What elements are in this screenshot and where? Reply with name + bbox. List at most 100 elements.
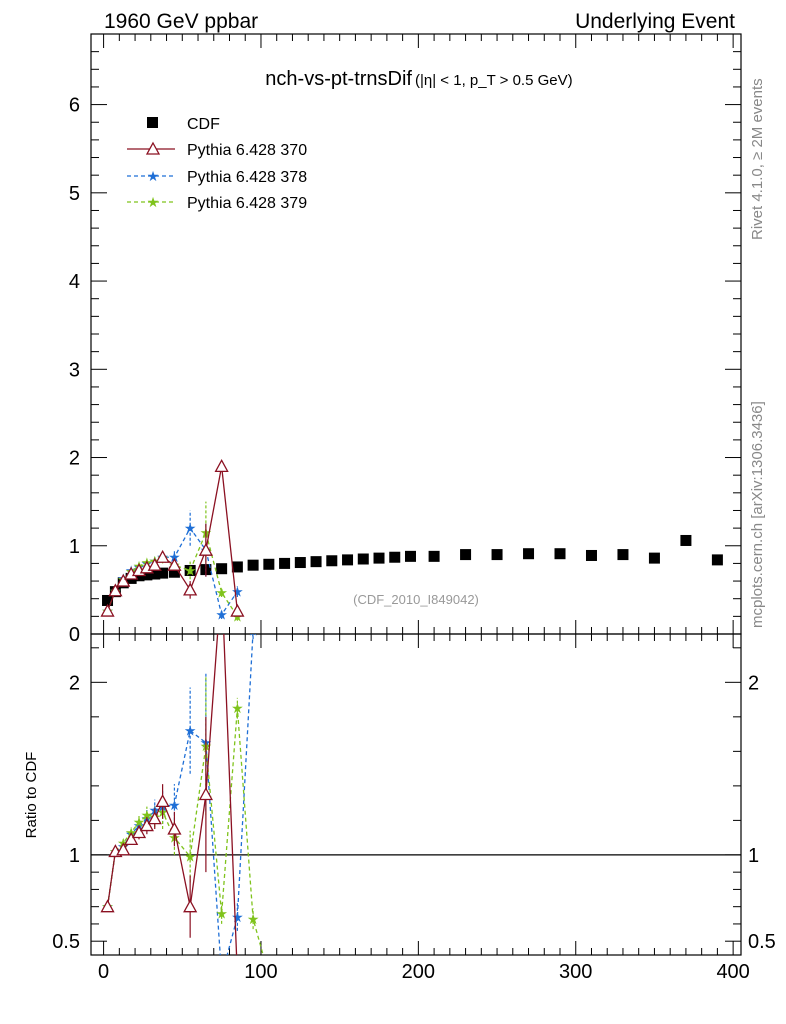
cdf-point [294, 557, 306, 569]
point-main-370 [183, 582, 198, 596]
main-y-tick-label: 5 [69, 183, 80, 205]
point-main-370 [167, 557, 182, 571]
ratio-panel-data: ★★★★★★★★★★★★★★★★★★★★★★★★★★★★★ [100, 624, 264, 985]
point-main-379: ★ [184, 563, 197, 579]
cdf-point [168, 566, 180, 578]
point-ratio-378: ★ [215, 969, 228, 985]
main-y-tick-label: 2 [69, 448, 80, 470]
cdf-point [711, 554, 723, 566]
ratio-y-tick-label: 2 [69, 672, 80, 694]
x-tick-label: 100 [244, 961, 277, 983]
point-main-370 [155, 549, 170, 563]
cdf-point [184, 564, 196, 576]
legend-marker-cdf [147, 117, 158, 128]
cdf-point [342, 554, 354, 566]
point-ratio-378: ★ [168, 798, 181, 814]
point-main-370 [214, 458, 229, 473]
point-main-370 [108, 583, 123, 597]
legend-marker-379: ★ [147, 195, 160, 211]
cdf-point [102, 594, 114, 606]
main-y-tick-label: 0 [69, 624, 80, 646]
point-ratio-370 [231, 970, 243, 981]
point-main-370 [147, 557, 162, 571]
cdf-point [310, 556, 322, 568]
cdf-point [149, 568, 161, 580]
point-ratio-370 [131, 825, 147, 839]
point-ratio-370 [155, 794, 170, 808]
main-y-tick-label: 3 [69, 359, 80, 381]
cdf-point [373, 552, 385, 564]
chart-title: nch-vs-pt-trnsDif [265, 68, 412, 90]
cdf-point [523, 548, 535, 560]
point-ratio-370 [198, 787, 213, 801]
point-ratio-379: ★ [215, 907, 228, 923]
cdf-point [648, 552, 660, 564]
point-main-379: ★ [215, 586, 228, 602]
point-ratio-370 [100, 899, 115, 913]
point-ratio-379: ★ [247, 912, 260, 928]
data-layer: ★★★★★★★★★★★★★★★★★★★★★★★★★★★★★★★★★★★★★★★★… [100, 458, 723, 985]
ratio-y-tick-label-right: 1 [748, 845, 759, 867]
ratio-ylabel: Ratio to CDF [23, 752, 40, 839]
ratio-y-tick-label: 0.5 [52, 931, 80, 953]
main-y-tick-label: 4 [69, 271, 80, 293]
cdf-point [231, 561, 243, 573]
point-ratio-370 [116, 842, 131, 856]
point-main-378: ★ [231, 585, 244, 601]
x-tick-label: 300 [559, 961, 592, 983]
analysis-watermark: (CDF_2010_I849042) [353, 592, 479, 607]
x-tick-label: 0 [98, 961, 109, 983]
cdf-point [326, 555, 338, 567]
main-y-tick-label: 1 [69, 536, 80, 558]
ratio-y-tick-label-right: 2 [748, 672, 759, 694]
cdf-point [216, 563, 228, 575]
point-ratio-370 [167, 821, 182, 835]
cdf-point [680, 534, 692, 546]
header-right: Underlying Event [575, 10, 735, 33]
point-main-370 [100, 603, 115, 617]
cdf-point [141, 569, 153, 581]
legend-label-379: Pythia 6.428 379 [187, 195, 307, 212]
x-tick-label: 200 [402, 961, 435, 983]
point-main-378: ★ [215, 608, 228, 624]
point-ratio-370 [147, 811, 162, 825]
legend-label-370: Pythia 6.428 370 [187, 142, 307, 159]
point-ratio-370 [139, 818, 154, 832]
point-ratio-378: ★ [231, 910, 244, 926]
point-ratio-379: ★ [184, 850, 197, 866]
cdf-point [157, 567, 169, 579]
header-left: 1960 GeV ppbar [104, 10, 258, 33]
ratio-frame [90, 633, 742, 956]
cdf-point [263, 558, 275, 570]
point-main-378: ★ [184, 521, 197, 537]
cdf-point [357, 553, 369, 565]
point-ratio-379: ★ [231, 701, 244, 717]
cdf-point [389, 551, 401, 563]
legend: CDF Pythia 6.428 370 ★ Pythia 6.428 378 … [127, 116, 307, 212]
main-panel-data: ★★★★★★★★★★★★★★★★★★★★★★★★★★ [100, 458, 723, 625]
ratio-y-tick-label-right: 0.5 [748, 931, 776, 953]
cdf-point [247, 559, 259, 571]
chart-title-cuts: (|η| < 1, p_T > 0.5 GeV) [415, 72, 573, 89]
rivet-label: Rivet 4.1.0, ≥ 2M events [749, 78, 766, 240]
legend-label-cdf: CDF [187, 116, 220, 133]
cdf-point [404, 550, 416, 562]
cdf-point [428, 550, 440, 562]
point-main-370 [198, 542, 213, 556]
cdf-point [460, 549, 472, 561]
point-ratio-370 [124, 832, 139, 846]
legend-marker-378: ★ [147, 169, 160, 185]
mcplots-label: mcplots.cern.ch [arXiv:1306.3436] [749, 401, 766, 628]
legend-marker-370 [145, 141, 161, 155]
x-tick-label: 400 [716, 961, 749, 983]
cdf-point [279, 557, 291, 569]
cdf-point [585, 549, 597, 561]
ratio-y-tick-label: 1 [69, 845, 80, 867]
point-main-370 [116, 573, 131, 587]
point-main-370 [230, 603, 245, 617]
point-ratio-378: ★ [184, 724, 197, 740]
point-ratio-378: ★ [247, 624, 260, 640]
cdf-point [554, 548, 566, 560]
main-y-tick-label: 6 [69, 95, 80, 117]
